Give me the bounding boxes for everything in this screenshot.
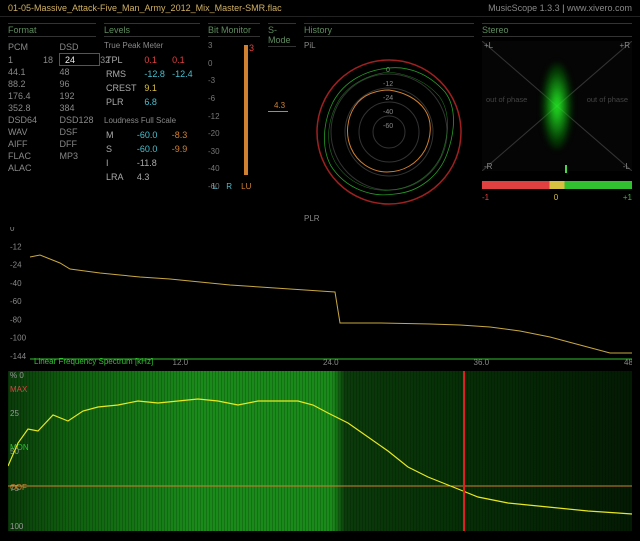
svg-text:-12: -12 bbox=[383, 81, 393, 88]
app-info: MusicScope 1.3.3 | www.xivero.com bbox=[488, 3, 632, 13]
svg-text:-144: -144 bbox=[10, 352, 27, 361]
bitmonitor-meter: 30-3-6-12-20-30-40-60 3 LRLU bbox=[208, 41, 256, 191]
svg-text:36.0: 36.0 bbox=[474, 358, 490, 367]
filename: 01-05-Massive_Attack-Five_Man_Army_2012_… bbox=[8, 3, 282, 13]
format-panel: Format PCMDSD 1182432 44.148 88.296 176.… bbox=[8, 23, 96, 223]
header: 01-05-Massive_Attack-Five_Man_Army_2012_… bbox=[0, 0, 640, 17]
levels-table: TPL0.10.1 RMS-12.8-12.4 CREST9.1 PLR6.8 bbox=[104, 52, 200, 110]
svg-text:-40: -40 bbox=[10, 279, 22, 288]
levels-panel: Levels True Peak Meter TPL0.10.1 RMS-12.… bbox=[104, 23, 200, 223]
correlation-bar bbox=[482, 181, 632, 189]
format-table: PCMDSD 1182432 44.148 88.296 176.4192 35… bbox=[8, 41, 116, 174]
format-title: Format bbox=[8, 23, 96, 37]
levels-title: Levels bbox=[104, 23, 200, 37]
svg-text:-60: -60 bbox=[383, 123, 393, 130]
svg-text:-24: -24 bbox=[10, 261, 22, 270]
svg-text:48.0: 48.0 bbox=[624, 358, 632, 367]
svg-text:-60: -60 bbox=[10, 297, 22, 306]
bitmonitor-panel: Bit Monitor 30-3-6-12-20-30-40-60 3 LRLU bbox=[208, 23, 260, 223]
svg-text:-100: -100 bbox=[10, 334, 27, 343]
svg-text:0: 0 bbox=[10, 227, 15, 233]
smode-panel: S-Mode 4.3 bbox=[268, 23, 296, 223]
svg-text:-40: -40 bbox=[383, 109, 393, 116]
svg-text:-80: -80 bbox=[10, 315, 22, 324]
stereo-scope: +L +R -R -L out of phase out of phase bbox=[482, 41, 632, 171]
svg-text:-12: -12 bbox=[10, 242, 22, 251]
svg-text:24.0: 24.0 bbox=[323, 358, 339, 367]
stereo-panel: Stereo +L +R -R -L out of phase out of p… bbox=[482, 23, 632, 223]
svg-text:12.0: 12.0 bbox=[173, 358, 189, 367]
history-panel: History PiL 0 -12 -24 -40 -60 PLR bbox=[304, 23, 474, 223]
history-polar: 0 -12 -24 -40 -60 bbox=[304, 52, 474, 212]
tonecurve: % 0255075100 MAX MON COF bbox=[8, 371, 632, 531]
svg-text:-24: -24 bbox=[383, 95, 393, 102]
linear-spectrum: 0 -12 -24 -40 -60 -80 -100 -144 12.0 24.0 36.0 48.… bbox=[8, 227, 632, 367]
